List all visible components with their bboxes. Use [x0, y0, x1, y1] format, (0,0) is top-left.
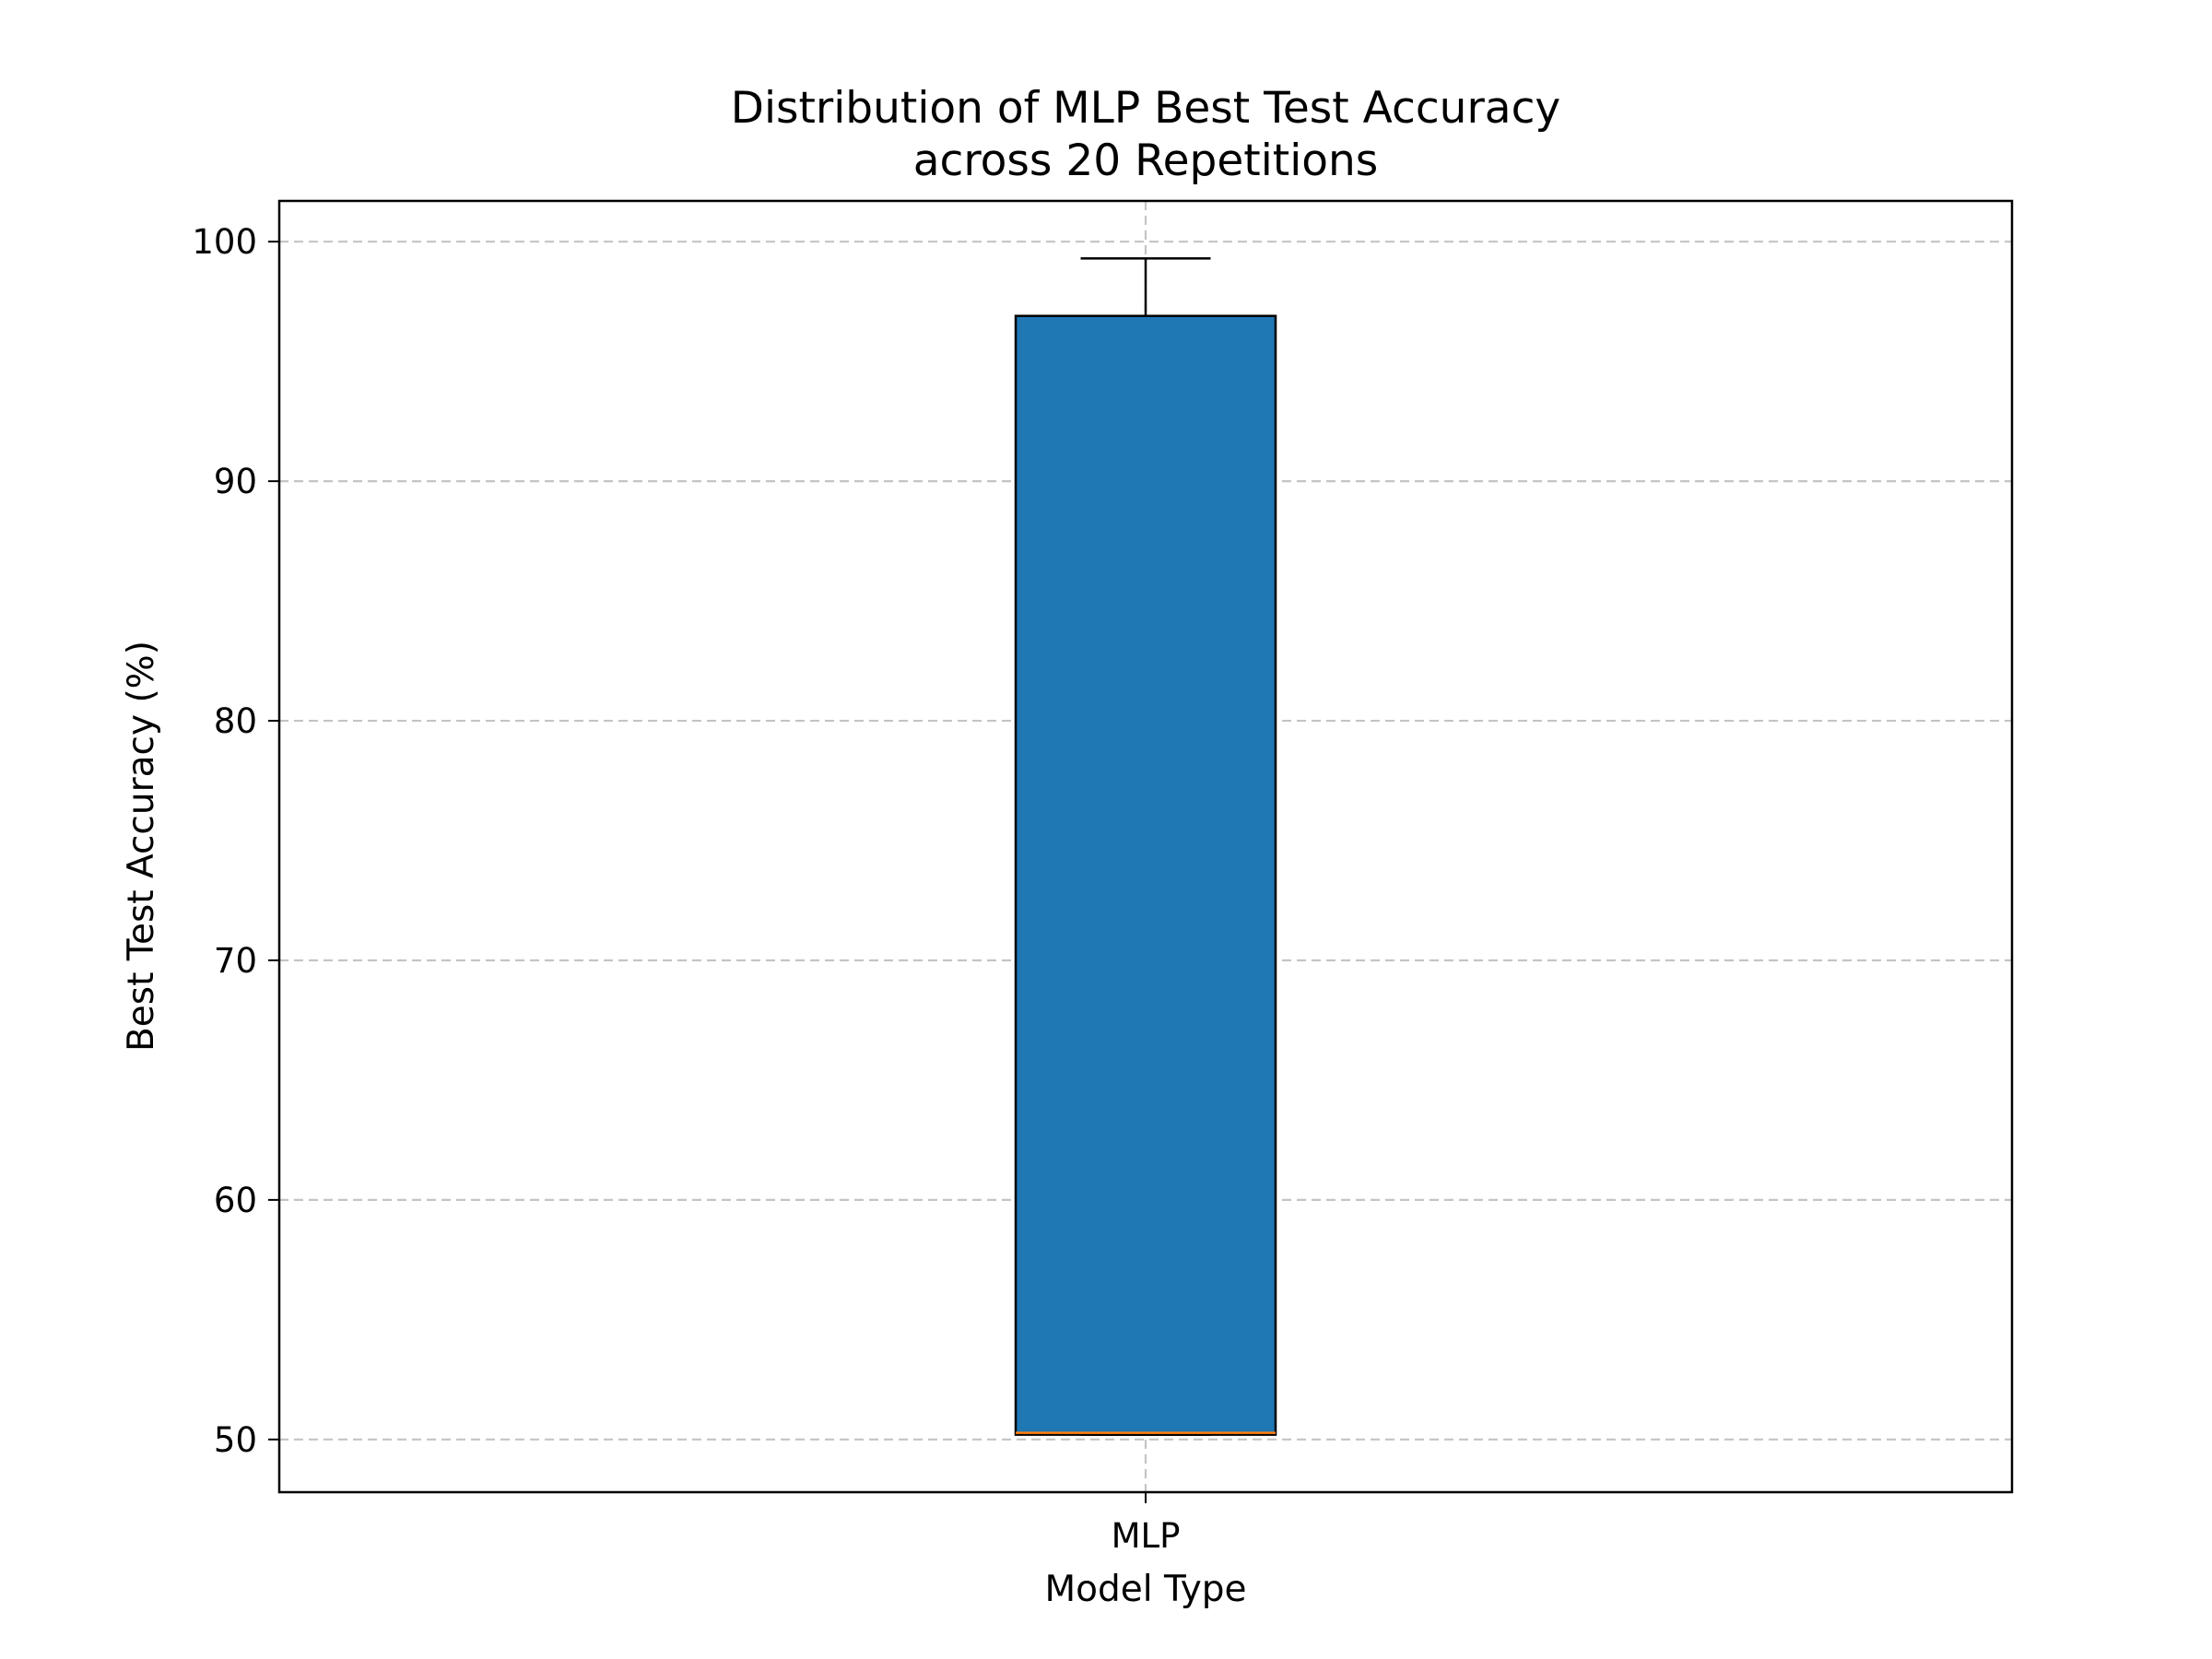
x-axis-ticks: MLP — [1112, 1492, 1181, 1556]
y-tick-label: 70 — [214, 941, 257, 981]
box-iqr — [1014, 314, 1277, 1436]
y-tick-label: 100 — [192, 222, 257, 262]
y-tick-label: 50 — [214, 1420, 257, 1460]
y-tick-label: 60 — [214, 1181, 257, 1220]
y-axis-ticks: 50 60 70 80 90 100 — [192, 222, 279, 1460]
chart-title-line-1: Distribution of MLP Best Test Accuracy — [731, 83, 1560, 134]
chart-title-line-2: across 20 Repetitions — [913, 135, 1379, 186]
x-axis-label: Model Type — [1044, 1569, 1246, 1610]
y-axis-label: Best Test Accuracy (%) — [121, 641, 162, 1052]
y-tick-label: 90 — [214, 462, 257, 501]
box-plot-layer — [1014, 257, 1277, 1436]
y-tick-label: 80 — [214, 701, 257, 741]
x-tick-label: MLP — [1112, 1516, 1181, 1556]
